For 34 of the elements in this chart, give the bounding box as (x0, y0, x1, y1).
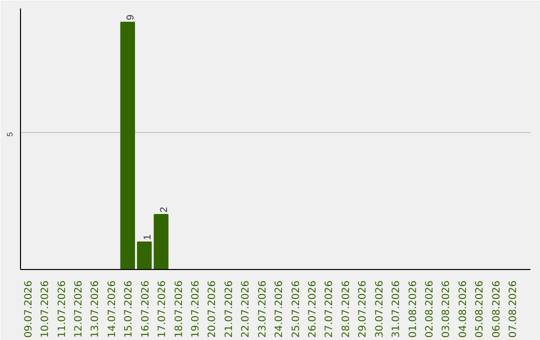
x-tick-label: 17.07.2026 (157, 280, 168, 338)
x-tick-label: 09.07.2026 (23, 280, 34, 338)
x-tick-label: 21.07.2026 (224, 280, 235, 338)
x-tick-label: 12.07.2026 (74, 280, 84, 338)
x-tick-label: 16.07.2026 (140, 280, 152, 338)
y-tick-label: 5 (6, 132, 14, 137)
x-tick-label: 10.07.2026 (40, 280, 52, 338)
x-tick-label: 04.08.2026 (458, 280, 469, 338)
x-tick-label: 29.07.2026 (358, 280, 369, 338)
x-tick-label: 02.08.2026 (424, 280, 436, 338)
x-tick-label: 14.07.2026 (106, 280, 118, 338)
x-tick-label: 23.07.2026 (257, 280, 268, 338)
x-tick-label: 11.07.2026 (56, 280, 68, 338)
x-tick-label: 26.07.2026 (308, 280, 319, 338)
x-tick-label: 31.07.2026 (391, 280, 402, 338)
x-tick-label: 22.07.2026 (240, 280, 252, 338)
x-tick-label: 15.07.2026 (124, 280, 135, 338)
x-tick-label: 03.08.2026 (441, 280, 452, 338)
x-tick-label: 30.07.2026 (374, 280, 386, 338)
x-tick-label: 28.07.2026 (340, 280, 352, 338)
x-tick-label: 24.07.2026 (274, 280, 286, 338)
data-label: 1 (142, 234, 154, 240)
x-tick-label: 27.07.2026 (324, 280, 336, 338)
x-tick-label: 01.08.2026 (408, 280, 419, 338)
x-tick-label: 06.08.2026 (491, 280, 502, 338)
x-tick-label: 07.08.2026 (508, 280, 520, 338)
data-label: 9 (126, 14, 137, 20)
x-tick-label: 19.07.2026 (190, 280, 202, 338)
x-tick-label: 05.08.2026 (474, 280, 486, 338)
x-tick-label: 18.07.2026 (174, 280, 185, 338)
x-tick-label: 20.07.2026 (207, 280, 218, 338)
x-tick-label: 13.07.2026 (90, 280, 102, 338)
data-label: 2 (159, 206, 170, 213)
x-tick-label: 25.07.2026 (290, 280, 302, 338)
